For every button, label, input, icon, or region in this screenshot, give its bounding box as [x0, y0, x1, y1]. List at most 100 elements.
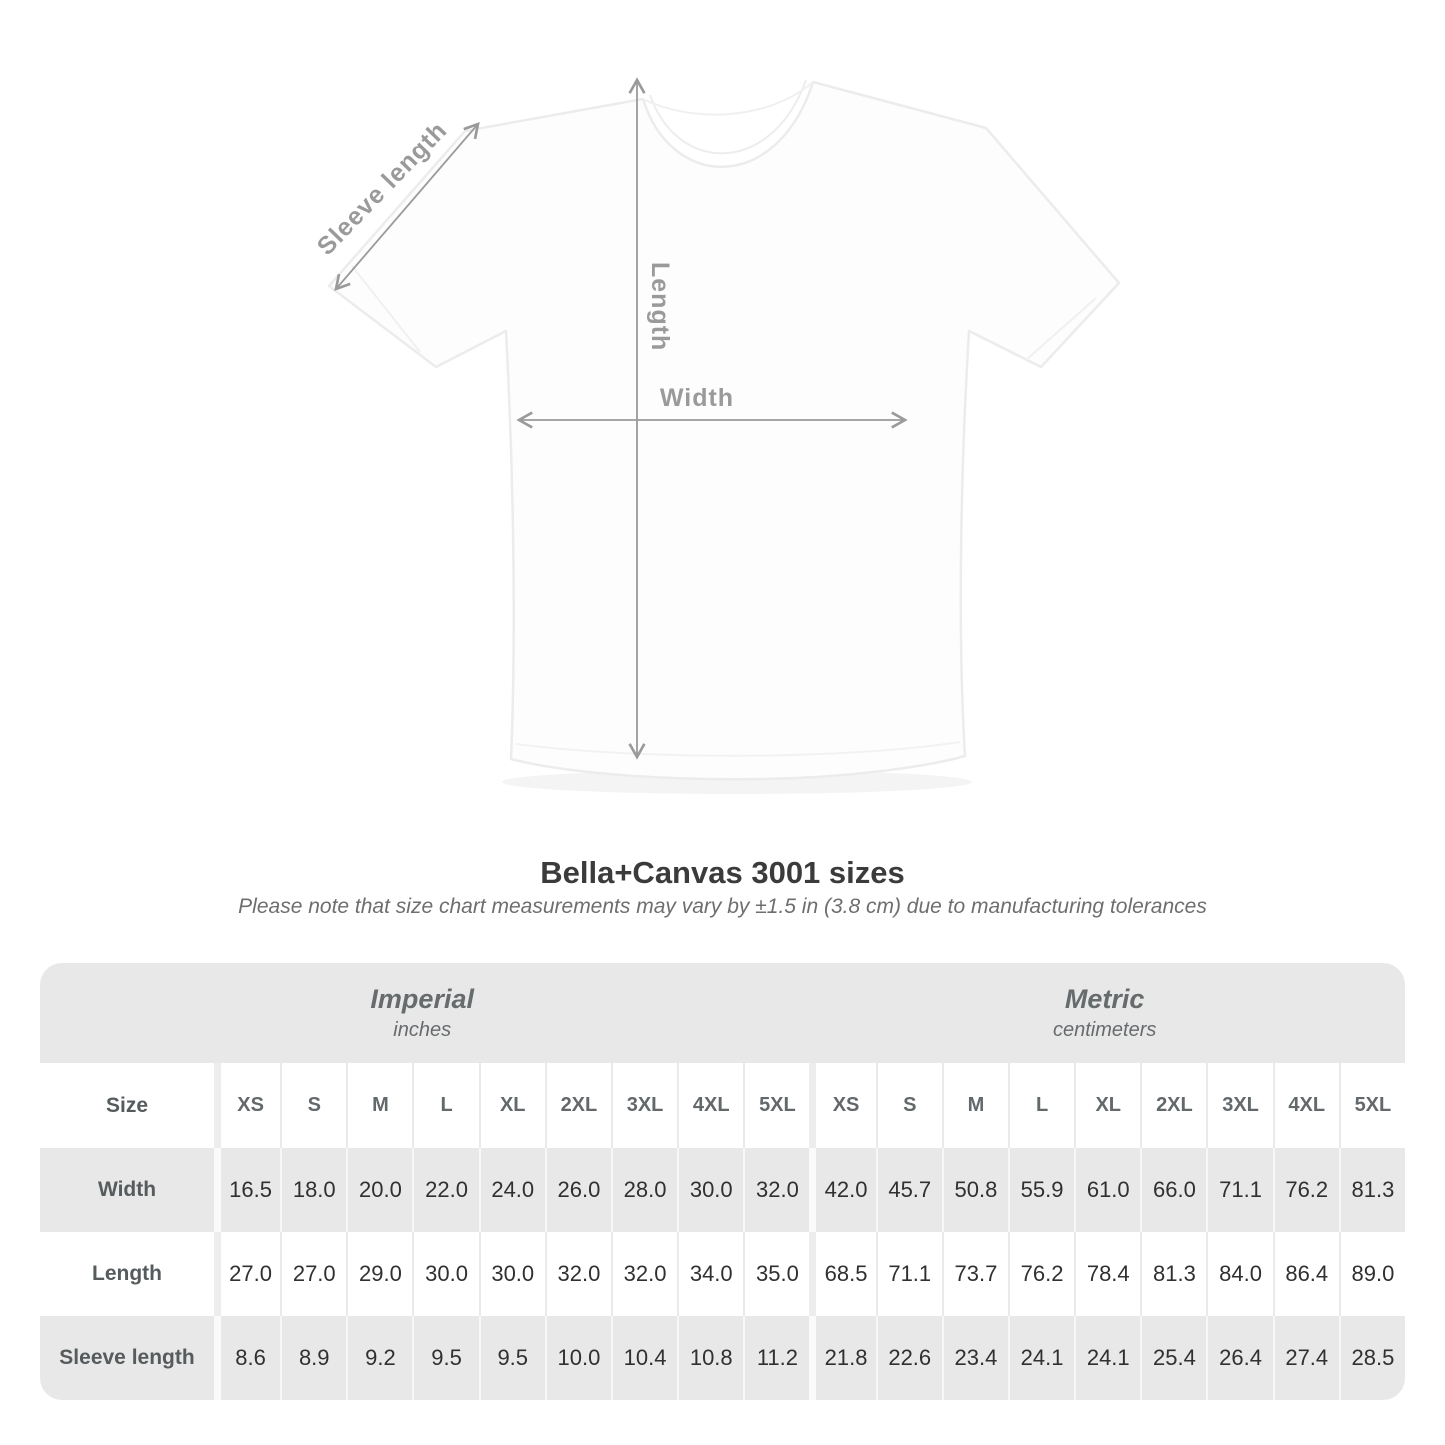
cell-width-imperial-xs: 16.5 [214, 1148, 280, 1232]
cell-sleeve-length-imperial-xl: 9.5 [478, 1316, 545, 1400]
cell-length-imperial-l: 30.0 [412, 1232, 478, 1316]
page-title: Bella+Canvas 3001 sizes [540, 855, 905, 890]
size-col-imperial-s: S [280, 1063, 346, 1148]
table-body: Size XS S M L XL 2XL 3XL 4XL 5XL XS S M L XL 2XL 3XL 4XL 5… [40, 1063, 1405, 1400]
metric-sub-label: centimeters [1053, 1019, 1157, 1041]
measure-row-width: Width 16.5 18.0 20.0 22.0 24.0 26.0 28.0 30.0 32.… [40, 1148, 1405, 1232]
size-col-metric-5xl: 5XL [1338, 1063, 1405, 1148]
size-col-imperial-5xl: 5XL [743, 1063, 809, 1148]
collar-outline [649, 79, 807, 155]
cell-width-metric-xl: 61.0 [1074, 1148, 1140, 1232]
size-header-cell: Size [105, 1093, 149, 1117]
cell-sleeve-length-imperial-4xl: 10.8 [677, 1316, 743, 1400]
size-col-metric-m: M [941, 1063, 1008, 1148]
row-label-sleeve-length: Sleeve length [59, 1346, 195, 1369]
cell-sleeve-length-metric-xl: 24.1 [1074, 1316, 1140, 1400]
cell-sleeve-length-metric-l: 24.1 [1007, 1316, 1074, 1400]
size-col-imperial-xl: XL [478, 1063, 545, 1148]
cell-length-metric-5xl: 89.0 [1338, 1232, 1405, 1316]
cell-width-metric-4xl: 76.2 [1272, 1148, 1339, 1232]
tshirt-diagram: Sleeve length Length Width [312, 77, 1121, 794]
cell-width-imperial-l: 22.0 [412, 1148, 478, 1232]
size-col-metric-xl: XL [1074, 1063, 1140, 1148]
cell-width-imperial-m: 20.0 [346, 1148, 412, 1232]
measure-row-length: Length 27.0 27.0 29.0 30.0 30.0 32.0 32.0 34.0 35… [40, 1232, 1405, 1316]
size-col-imperial-l: L [412, 1063, 478, 1148]
unit-group-imperial: Imperial inches [40, 963, 804, 1063]
cell-width-imperial-2xl: 26.0 [544, 1148, 611, 1232]
cell-length-metric-3xl: 84.0 [1206, 1232, 1272, 1316]
cell-sleeve-length-imperial-5xl: 11.2 [743, 1316, 809, 1400]
cell-width-imperial-xl: 24.0 [478, 1148, 545, 1232]
cell-width-imperial-5xl: 32.0 [743, 1148, 809, 1232]
cell-length-imperial-4xl: 34.0 [677, 1232, 743, 1316]
cell-length-imperial-xl: 30.0 [478, 1232, 545, 1316]
cell-length-metric-xl: 78.4 [1074, 1232, 1140, 1316]
cell-length-imperial-5xl: 35.0 [743, 1232, 809, 1316]
size-col-imperial-4xl: 4XL [677, 1063, 743, 1148]
unit-group-metric: Metric centimeters [804, 963, 1405, 1063]
size-col-imperial-m: M [346, 1063, 412, 1148]
cell-length-metric-s: 71.1 [875, 1232, 942, 1316]
cell-sleeve-length-imperial-3xl: 10.4 [610, 1316, 677, 1400]
cell-width-imperial-4xl: 30.0 [677, 1148, 743, 1232]
imperial-label: Imperial [370, 984, 474, 1014]
hem-seam [515, 741, 961, 757]
metric-label: Metric [1064, 984, 1145, 1014]
sleeve-length-arrow [334, 121, 480, 292]
cell-width-imperial-3xl: 28.0 [610, 1148, 677, 1232]
size-col-imperial-3xl: 3XL [610, 1063, 677, 1148]
cell-sleeve-length-imperial-l: 9.5 [412, 1316, 478, 1400]
width-label: Width [660, 384, 734, 412]
cell-sleeve-length-metric-2xl: 25.4 [1140, 1316, 1206, 1400]
cell-sleeve-length-metric-s: 22.6 [875, 1316, 942, 1400]
cell-sleeve-length-imperial-m: 9.2 [346, 1316, 412, 1400]
cell-length-imperial-s: 27.0 [280, 1232, 346, 1316]
cell-length-metric-2xl: 81.3 [1140, 1232, 1206, 1316]
cell-sleeve-length-metric-3xl: 26.4 [1206, 1316, 1272, 1400]
row-label-width: Width [97, 1178, 157, 1201]
size-col-imperial-xs: XS [214, 1063, 280, 1148]
size-col-metric-l: L [1007, 1063, 1074, 1148]
size-col-metric-s: S [875, 1063, 942, 1148]
cell-sleeve-length-imperial-xs: 8.6 [214, 1316, 280, 1400]
cell-width-metric-2xl: 66.0 [1140, 1148, 1206, 1232]
size-col-metric-2xl: 2XL [1140, 1063, 1206, 1148]
cell-width-metric-l: 55.9 [1007, 1148, 1074, 1232]
cell-sleeve-length-imperial-2xl: 10.0 [544, 1316, 611, 1400]
measure-row-sleeve-length: Sleeve length 8.6 8.9 9.2 9.5 9.5 10.0 10.4 10.8… [40, 1316, 1405, 1400]
cell-width-metric-m: 50.8 [941, 1148, 1008, 1232]
cell-sleeve-length-metric-xs: 21.8 [809, 1316, 875, 1400]
unit-band: Imperial inches Metric centimeters [40, 963, 1405, 1063]
cell-sleeve-length-metric-5xl: 28.5 [1338, 1316, 1405, 1400]
cell-width-metric-xs: 42.0 [809, 1148, 875, 1232]
cell-length-imperial-3xl: 32.0 [610, 1232, 677, 1316]
cell-sleeve-length-metric-4xl: 27.4 [1272, 1316, 1339, 1400]
size-col-metric-4xl: 4XL [1272, 1063, 1339, 1148]
size-col-imperial-2xl: 2XL [544, 1063, 611, 1148]
cell-width-metric-3xl: 71.1 [1206, 1148, 1272, 1232]
cell-length-imperial-m: 29.0 [346, 1232, 412, 1316]
cell-length-metric-xs: 68.5 [809, 1232, 875, 1316]
page-subtitle: Please note that size chart measurements… [238, 895, 1207, 918]
size-col-metric-xs: XS [809, 1063, 875, 1148]
right-cuff-seam [1025, 297, 1097, 361]
tshirt-shape [327, 80, 1121, 781]
cell-width-metric-5xl: 81.3 [1338, 1148, 1405, 1232]
size-header-row: Size XS S M L XL 2XL 3XL 4XL 5XL XS S M L XL 2XL 3XL 4XL 5… [40, 1063, 1405, 1148]
cell-sleeve-length-imperial-s: 8.9 [280, 1316, 346, 1400]
cell-length-imperial-2xl: 32.0 [544, 1232, 611, 1316]
cell-length-metric-4xl: 86.4 [1272, 1232, 1339, 1316]
cell-length-imperial-xs: 27.0 [214, 1232, 280, 1316]
cell-width-metric-s: 45.7 [875, 1148, 942, 1232]
collar-back [642, 81, 814, 116]
cell-width-imperial-s: 18.0 [280, 1148, 346, 1232]
imperial-sub-label: inches [393, 1019, 452, 1041]
length-label: Length [646, 262, 674, 351]
cell-length-metric-m: 73.7 [941, 1232, 1008, 1316]
size-table: Imperial inches Metric centimeters Size X… [40, 963, 1405, 1400]
size-col-metric-3xl: 3XL [1206, 1063, 1272, 1148]
cell-sleeve-length-metric-m: 23.4 [941, 1316, 1008, 1400]
row-label-length: Length [92, 1262, 162, 1285]
